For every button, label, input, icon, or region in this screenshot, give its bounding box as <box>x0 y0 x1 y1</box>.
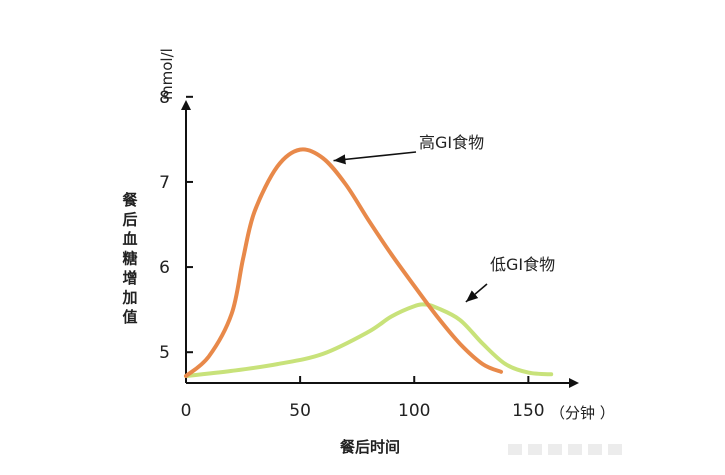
y-axis-title-char: 加 <box>121 289 137 307</box>
y-axis-title-char: 血 <box>122 230 137 248</box>
x-tick-label: 0 <box>181 401 192 421</box>
y-axis-title-char: 糖 <box>122 250 137 268</box>
y-tick-label: 5 <box>159 343 170 363</box>
x-tick-label: 50 <box>289 401 311 421</box>
series-layer <box>184 147 554 378</box>
y-axis-title-char: 增 <box>122 269 137 287</box>
x-tick-label: 100 <box>398 401 430 421</box>
y-tick-label: 6 <box>159 258 170 278</box>
y-axis-title-char: 值 <box>122 308 137 326</box>
series-line-1 <box>184 302 554 378</box>
x-tick-label: 150 <box>512 401 544 421</box>
annotation-arrow <box>333 151 417 165</box>
axes <box>181 100 579 388</box>
watermark <box>508 444 622 455</box>
y-tick-label: 7 <box>159 173 170 193</box>
series-line-0 <box>184 147 503 378</box>
annotation-label: 高GI食物 <box>419 133 484 152</box>
y-axis-unit: mmol/l <box>158 48 176 100</box>
x-axis-title: 餐后时间 <box>340 438 400 456</box>
y-tick-label: 8 <box>159 88 170 108</box>
y-axis-title-char: 后 <box>122 211 137 229</box>
x-axis-unit: （分钟 ） <box>550 404 615 422</box>
axis-ticks: 0 50 100 150 5 6 7 8 <box>159 88 544 421</box>
y-axis-title-char: 餐 <box>122 191 138 209</box>
annotation-arrow <box>465 283 488 303</box>
annotation-label: 低GI食物 <box>490 255 555 274</box>
